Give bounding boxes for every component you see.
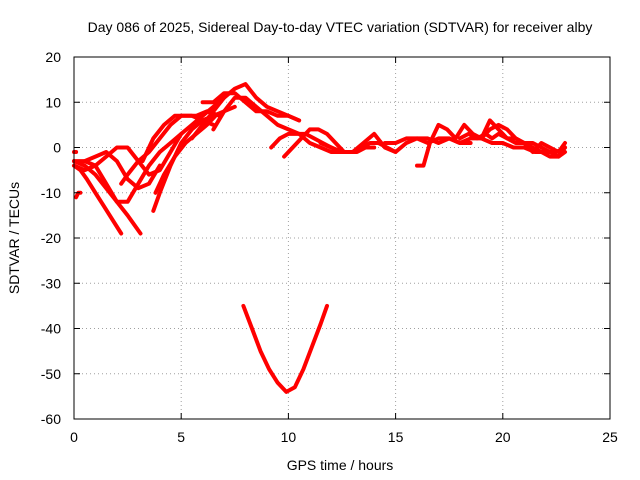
y-tick-label: 20	[45, 49, 61, 65]
chart-title: Day 086 of 2025, Sidereal Day-to-day VTE…	[88, 19, 593, 35]
x-tick-label: 15	[388, 429, 404, 445]
x-axis-label: GPS time / hours	[287, 457, 394, 473]
x-tick-label: 25	[602, 429, 618, 445]
x-tick-label: 20	[495, 429, 511, 445]
series-arc-14	[282, 127, 398, 159]
series-arc-20	[241, 303, 329, 394]
series-arc-4	[72, 131, 184, 204]
x-tick-label: 10	[281, 429, 297, 445]
y-tick-label: -20	[41, 230, 61, 246]
x-tick-label: 0	[70, 429, 78, 445]
grid	[74, 57, 610, 419]
series-arc-6	[151, 104, 237, 213]
y-tick-label: -50	[41, 366, 61, 382]
y-axis-label: SDTVAR / TECUs	[6, 182, 22, 294]
series-arc-19	[479, 122, 567, 154]
series-layer	[72, 82, 567, 394]
x-tick-label: 5	[177, 429, 185, 445]
series-arc-2	[72, 159, 143, 236]
series-arc-8	[119, 113, 216, 186]
y-tick-label: -40	[41, 321, 61, 337]
series-arc-17	[415, 118, 567, 168]
y-tick-label: -30	[41, 275, 61, 291]
ticks	[73, 56, 611, 420]
y-tick-label: -10	[41, 185, 61, 201]
series-arc-12	[200, 91, 302, 123]
series-arc-21	[74, 190, 83, 200]
x-tick-labels: 0 5 10 15 20 25	[70, 429, 618, 445]
series-arc-18	[457, 131, 567, 159]
series-arc-11	[211, 95, 344, 154]
series-arc-5	[82, 150, 162, 191]
series-arc-10	[189, 82, 302, 141]
y-tick-labels: -60 -50 -40 -30 -20 -10 0 10 20	[41, 49, 61, 427]
series-arc-7	[153, 113, 218, 195]
y-tick-label: 0	[53, 140, 61, 156]
series-arc-9	[140, 109, 222, 164]
y-tick-label: 10	[45, 94, 61, 110]
y-tick-label: -60	[41, 411, 61, 427]
